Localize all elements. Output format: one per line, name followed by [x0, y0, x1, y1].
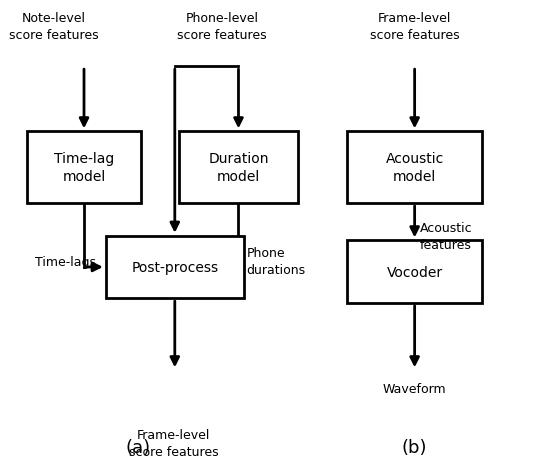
- Bar: [347, 132, 482, 204]
- Text: (b): (b): [402, 438, 428, 456]
- Text: Phone-level
score features: Phone-level score features: [177, 12, 267, 42]
- Text: Time-lags: Time-lags: [35, 255, 96, 268]
- Bar: [179, 132, 298, 204]
- Text: Phone
durations: Phone durations: [247, 247, 306, 276]
- Text: Vocoder: Vocoder: [386, 265, 443, 279]
- Text: Frame-level
score features: Frame-level score features: [128, 428, 218, 458]
- Bar: [106, 236, 244, 299]
- Text: Duration
model: Duration model: [208, 152, 269, 184]
- Text: Time-lag
model: Time-lag model: [54, 152, 114, 184]
- Text: (a): (a): [126, 438, 151, 456]
- Text: Frame-level
score features: Frame-level score features: [370, 12, 460, 42]
- Text: Note-level
score features: Note-level score features: [9, 12, 99, 42]
- Text: Acoustic
model: Acoustic model: [385, 152, 444, 184]
- Text: Acoustic
features: Acoustic features: [420, 221, 473, 251]
- Text: Waveform: Waveform: [383, 382, 447, 395]
- Bar: [27, 132, 141, 204]
- Bar: [347, 241, 482, 303]
- Text: Post-process: Post-process: [131, 260, 218, 275]
